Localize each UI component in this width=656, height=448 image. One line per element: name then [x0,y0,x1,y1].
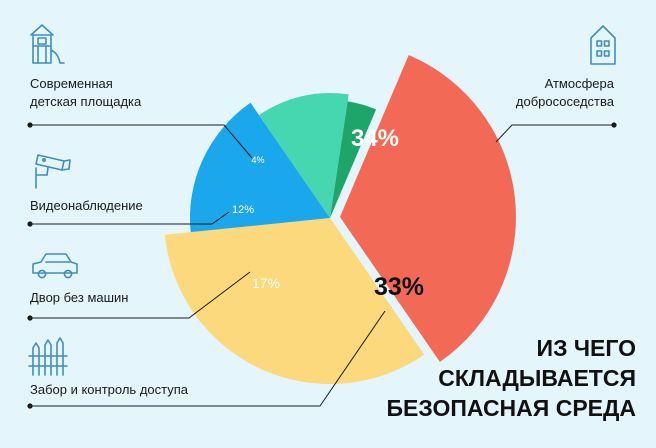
title-line-1: ИЗ ЧЕГО [537,335,636,361]
slice-percent-video: 12% [232,204,254,216]
title-line-3: БЕЗОПАСНАЯ СРЕДА [387,395,636,421]
slice-fence [164,218,425,384]
leader-line-fence [30,310,386,407]
leader-line-video [30,211,230,225]
label-playground-line2: детская площадка [30,94,142,109]
slice-percent-no-cars: 17% [252,275,280,291]
car-icon [32,253,78,279]
leader-line-no-cars [30,271,251,319]
title-line-2: СКЛАДЫВАЕТСЯ [438,365,636,391]
slice-atmosphere [339,54,516,362]
slice-percent-atmosphere: 34% [351,125,399,152]
label-no-cars: Двор без машин [30,290,129,305]
leader-line-playground [30,124,253,159]
slice-video [259,93,349,218]
slice-no-cars [190,102,330,233]
label-atmosphere-line1: Атмосфера [545,76,615,91]
leader-lines [27,122,617,409]
fence-icon [28,337,68,376]
label-video: Видеонаблюдение [30,198,143,213]
slice-percent-fence: 33% [374,273,424,301]
house-icon [590,25,616,65]
slice-playground [330,101,377,218]
label-atmosphere-line2: добрососедства [516,94,615,109]
camera-icon [35,154,71,189]
slice-percent-playground: 4% [251,155,264,165]
pie-chart [164,54,516,384]
label-fence: Забор и контроль доступа [30,382,189,397]
playground-icon [30,24,65,64]
label-playground-line1: Современная [30,76,113,91]
leader-line-atmosphere [495,124,614,143]
